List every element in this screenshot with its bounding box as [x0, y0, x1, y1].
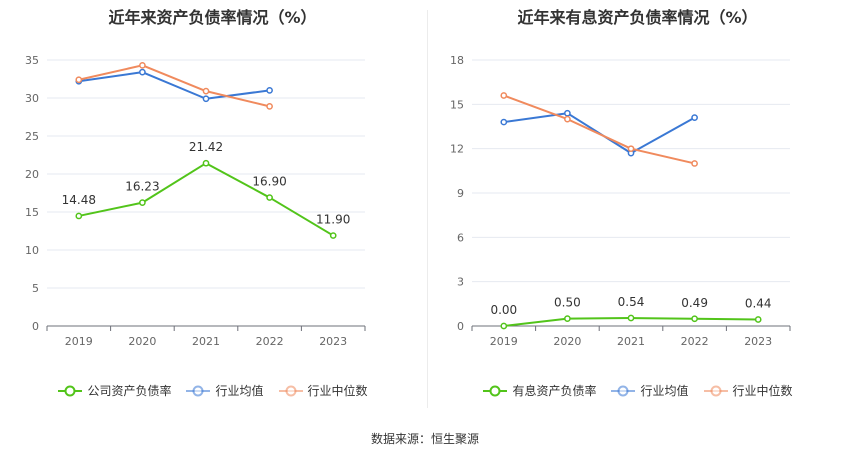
- legend-item-industry-median-series[interactable]: 行业中位数: [278, 382, 368, 399]
- legend-item-company-series[interactable]: 有息资产负债率: [482, 382, 596, 399]
- company-series-point: [754, 316, 762, 323]
- industry-median-series-point: [564, 115, 571, 123]
- industry-mean-series-point: [202, 95, 210, 103]
- x-tick-label: 2020: [553, 335, 581, 348]
- legend-item-company-series[interactable]: 公司资产负债率: [57, 382, 171, 399]
- company-series-point: [627, 314, 635, 322]
- y-tick-label: 15: [450, 98, 464, 111]
- x-tick-label: 2022: [681, 335, 709, 348]
- y-tick-label: 25: [25, 130, 39, 143]
- legend-label: 公司资产负债率: [87, 384, 172, 398]
- industry-mean-series-point: [691, 114, 698, 121]
- company-series-point: [266, 194, 273, 201]
- y-tick-label: 9: [457, 187, 464, 200]
- industry-median-series-point: [75, 76, 83, 84]
- data-label: 14.48: [62, 193, 96, 207]
- chart-legend: 公司资产负债率 行业均值 行业中位数: [0, 382, 425, 399]
- x-tick-label: 2019: [65, 335, 93, 348]
- legend-label: 行业均值: [215, 384, 264, 398]
- legend-item-industry-mean-series[interactable]: 行业均值: [185, 382, 264, 399]
- y-tick-label: 12: [450, 143, 464, 156]
- data-label: 0.50: [554, 296, 581, 310]
- legend-label: 行业均值: [640, 384, 689, 398]
- y-tick-label: 5: [32, 282, 39, 295]
- x-tick-label: 2023: [744, 335, 772, 348]
- chart-title: 近年来有息资产负债率情况（%）: [517, 8, 758, 27]
- y-tick-label: 6: [457, 231, 464, 244]
- legend-line-marker-icon: [278, 385, 303, 396]
- x-tick-label: 2019: [490, 335, 518, 348]
- y-tick-label: 30: [25, 92, 39, 105]
- chart-legend: 有息资产负债率 行业均值 行业中位数: [425, 382, 850, 399]
- y-tick-label: 20: [25, 168, 39, 181]
- legend-line-marker-icon: [703, 385, 728, 396]
- legend-line-marker-icon: [186, 385, 211, 396]
- y-tick-label: 35: [25, 54, 39, 67]
- y-tick-label: 3: [457, 276, 464, 289]
- x-tick-label: 2023: [319, 335, 347, 348]
- data-label: 0.54: [618, 295, 645, 309]
- industry-median-series-point: [500, 92, 508, 99]
- data-label: 0.49: [681, 296, 708, 310]
- company-series-point: [329, 232, 337, 239]
- y-tick-label: 10: [25, 244, 39, 257]
- chart-panel-interest-bearing-debt-ratio: 近年来有息资产负债率情况（%） 0 3 6 9 12 15 18 2019 2020 2021 20…: [425, 0, 850, 420]
- data-label: 21.42: [189, 140, 223, 154]
- data-source-note: 数据来源：恒生聚源: [370, 432, 479, 446]
- company-series-point: [202, 159, 210, 167]
- industry-median-series-point: [627, 145, 635, 153]
- industry-median-series-point: [691, 160, 698, 167]
- legend-label: 有息资产负债率: [512, 384, 597, 398]
- industry-median-series-point: [202, 87, 210, 95]
- data-label: 0.44: [745, 296, 772, 310]
- industry-mean-series-line: [78, 71, 270, 100]
- line-chart-debt-ratio: 0 5 10 15 20 25 30 35 2019 2020 2021 2022 2023 14.48 1…: [25, 54, 366, 348]
- panel-divider: [427, 10, 428, 408]
- x-tick-label: 2021: [617, 335, 645, 348]
- legend-line-marker-icon: [483, 385, 508, 396]
- company-series-point: [75, 212, 83, 220]
- chart-title: 近年来资产负债率情况（%）: [108, 8, 317, 27]
- industry-mean-series-point: [266, 87, 273, 94]
- industry-median-series-point: [266, 103, 273, 110]
- legend-line-marker-icon: [611, 385, 636, 396]
- data-label: 11.90: [316, 213, 350, 227]
- legend-label: 行业中位数: [732, 384, 793, 398]
- legend-item-industry-median-series[interactable]: 行业中位数: [703, 382, 793, 399]
- legend-label: 行业中位数: [307, 384, 368, 398]
- company-series-point: [564, 315, 571, 322]
- data-label: 16.23: [125, 180, 159, 194]
- industry-median-series-point: [139, 61, 146, 69]
- y-tick-label: 0: [32, 320, 39, 333]
- industry-mean-series-point: [139, 68, 146, 76]
- y-tick-label: 18: [450, 54, 464, 67]
- y-tick-label: 15: [25, 206, 39, 219]
- chart-panel-debt-ratio: 近年来资产负债率情况（%） 0 5 10 15 20 25 30 35 2019 2020 2021…: [0, 0, 425, 420]
- x-tick-label: 2020: [128, 335, 156, 348]
- x-tick-label: 2022: [256, 335, 284, 348]
- legend-line-marker-icon: [58, 385, 83, 396]
- line-chart-interest-bearing-debt-ratio: 0 3 6 9 12 15 18 2019 2020 2021 2022 2023 0.00 0.50 0.…: [450, 54, 791, 348]
- data-label: 16.90: [252, 175, 286, 189]
- industry-mean-series-point: [500, 118, 508, 126]
- data-label: 0.00: [490, 303, 517, 317]
- industry-median-series-line: [78, 64, 270, 108]
- x-tick-label: 2021: [192, 335, 220, 348]
- company-series-point: [139, 199, 146, 207]
- industry-median-series-line: [503, 94, 695, 165]
- legend-item-industry-mean-series[interactable]: 行业均值: [610, 382, 689, 399]
- company-series-point: [500, 322, 508, 330]
- company-series-point: [691, 315, 698, 323]
- y-tick-label: 0: [457, 320, 464, 333]
- industry-mean-series-point: [564, 109, 571, 117]
